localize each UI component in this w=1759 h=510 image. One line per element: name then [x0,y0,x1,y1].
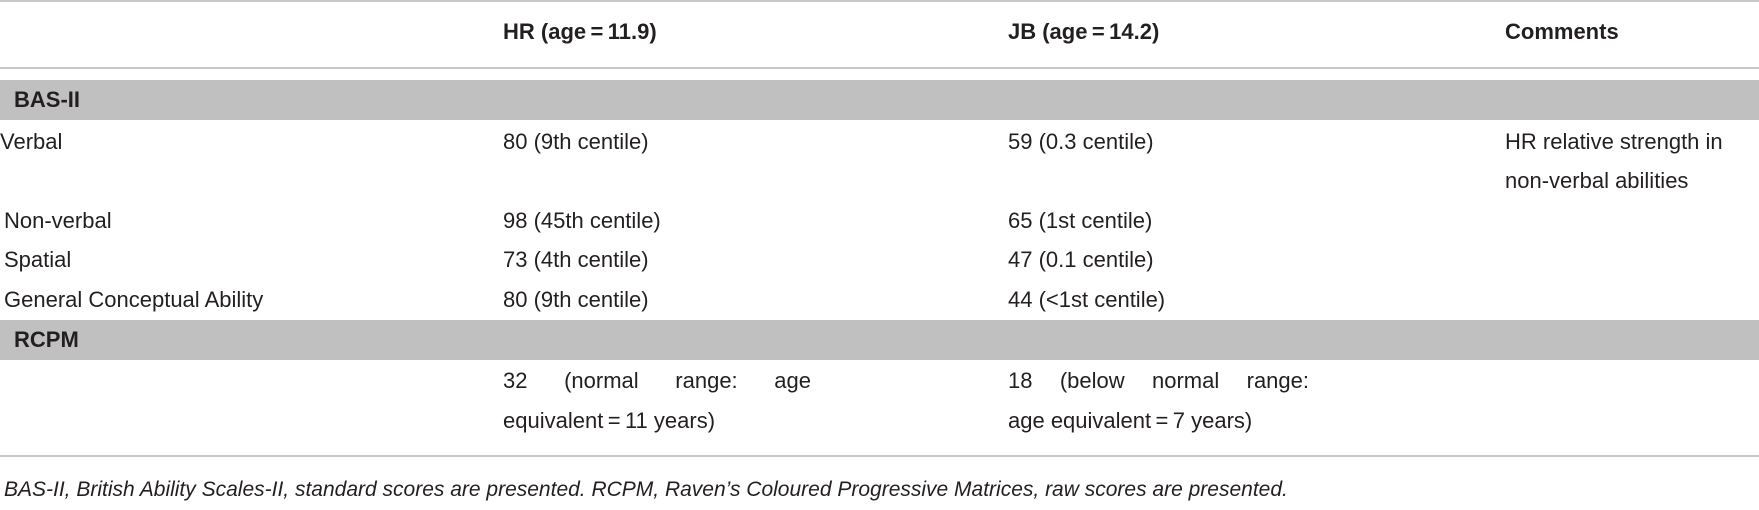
jb-score: 18 (below normal range: age equivalent =… [1008,361,1309,441]
header-jb: JB (age = 14.2) [1008,19,1160,44]
header-rule [0,67,1759,69]
hr-score-line: 32 (normal range: age [503,368,811,393]
bottom-rule [0,455,1759,457]
comment: HR relative strength in [1505,129,1723,154]
section-title: RCPM [14,327,79,352]
row-label: Non-verbal [4,208,112,233]
section-title: BAS-II [14,87,80,112]
jb-score: 44 (<1st centile) [1008,287,1166,312]
section-band-rcpm: RCPM [0,320,1759,360]
hr-score: 80 (9th centile) [503,129,649,154]
row-label: Verbal [0,129,63,154]
header-comments: Comments [1505,19,1619,44]
hr-score-line: equivalent = 11 years) [503,408,716,433]
comment: non-verbal abilities [1505,168,1689,193]
hr-score: 80 (9th centile) [503,287,649,312]
table-footnote: BAS-II, British Ability Scales-II, stand… [4,478,1288,501]
jb-score: 65 (1st centile) [1008,208,1153,233]
row-label: General Conceptual Ability [4,287,264,312]
jb-score: 59 (0.3 centile) [1008,129,1154,154]
hr-score: 32 (normal range: age equivalent = 11 ye… [503,361,811,441]
jb-score: 47 (0.1 centile) [1008,247,1154,272]
jb-score-line: 18 (below normal range: [1008,368,1309,393]
header-hr: HR (age = 11.9) [503,19,657,44]
jb-score-line: age equivalent = 7 years) [1008,408,1253,433]
row-label: Spatial [4,247,72,272]
hr-score: 98 (45th centile) [503,208,661,233]
hr-score: 73 (4th centile) [503,247,649,272]
top-rule [0,0,1759,2]
section-band-bas-ii: BAS-II [0,80,1759,120]
